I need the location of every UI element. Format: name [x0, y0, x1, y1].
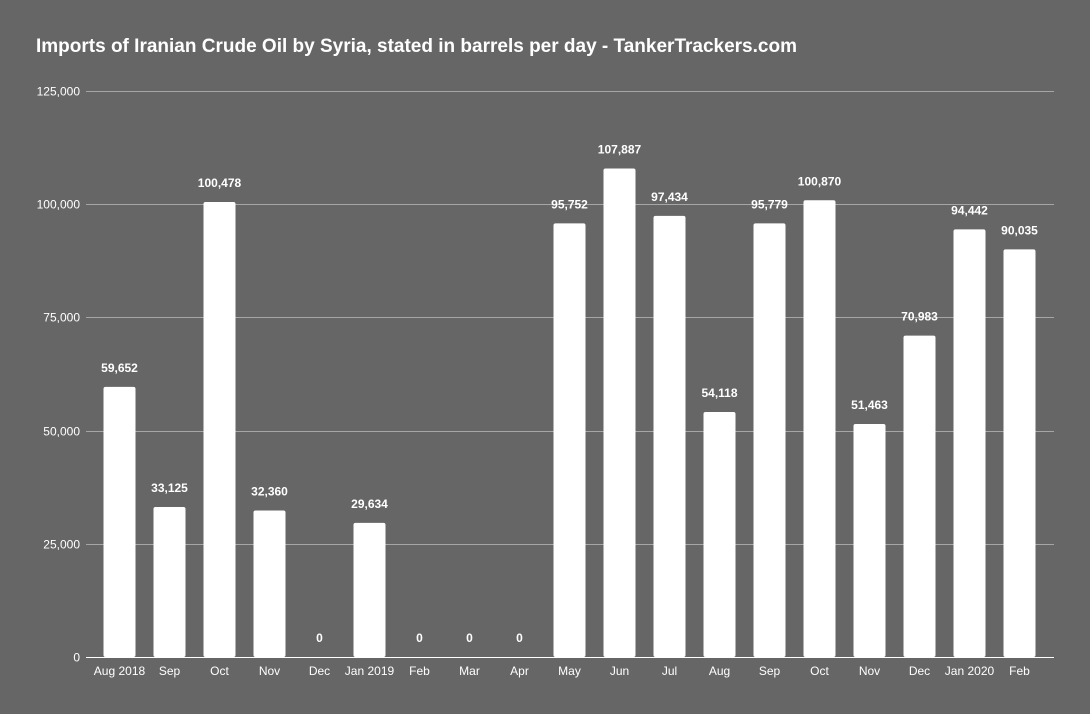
chart-title: Imports of Iranian Crude Oil by Syria, s…	[36, 36, 797, 57]
bar	[103, 386, 136, 657]
data-label: 33,125	[151, 481, 188, 495]
bar	[853, 423, 886, 657]
bar	[553, 223, 586, 657]
y-tick-label: 100,000	[37, 198, 81, 212]
y-tick-label: 125,000	[37, 85, 81, 99]
x-tick-label: Jun	[610, 664, 629, 678]
x-tick-label: Sep	[759, 664, 781, 678]
data-label: 107,887	[598, 142, 642, 156]
x-tick-label: Aug	[709, 664, 730, 678]
data-label: 32,360	[251, 484, 288, 498]
y-tick-label: 0	[73, 651, 80, 665]
data-label: 100,870	[798, 174, 842, 188]
bar	[253, 510, 286, 657]
data-label: 94,442	[951, 203, 988, 217]
data-label: 29,634	[351, 497, 388, 511]
data-label: 70,983	[901, 310, 938, 324]
y-tick-label: 50,000	[43, 425, 80, 439]
bar	[753, 223, 786, 657]
bar	[803, 200, 836, 658]
bar	[953, 229, 986, 657]
data-label: 0	[416, 631, 423, 645]
x-tick-label: Jul	[662, 664, 677, 678]
x-tick-label: Feb	[1009, 664, 1030, 678]
bar	[903, 335, 936, 657]
data-label: 0	[516, 631, 523, 645]
x-tick-label: Jan 2019	[345, 664, 395, 678]
bar	[353, 522, 386, 657]
x-tick-label: Dec	[909, 664, 930, 678]
data-label: 90,035	[1001, 223, 1038, 237]
data-label: 51,463	[851, 398, 888, 412]
y-tick-label: 75,000	[43, 311, 80, 325]
bar	[703, 411, 736, 657]
x-tick-label: Aug 2018	[94, 664, 146, 678]
x-tick-label: Dec	[309, 664, 330, 678]
x-tick-label: Feb	[409, 664, 430, 678]
x-tick-label: Mar	[459, 664, 480, 678]
data-label: 59,652	[101, 361, 138, 375]
x-tick-label: May	[558, 664, 581, 678]
x-tick-label: Nov	[859, 664, 880, 678]
bar	[653, 215, 686, 657]
x-tick-label: Oct	[810, 664, 829, 678]
data-label: 100,478	[198, 176, 242, 190]
x-tick-label: Apr	[510, 664, 529, 678]
data-label: 95,752	[551, 197, 588, 211]
x-tick-label: Nov	[259, 664, 280, 678]
data-label: 54,118	[701, 386, 737, 400]
data-label: 0	[466, 631, 473, 645]
bar	[203, 202, 236, 657]
x-tick-label: Jan 2020	[945, 664, 995, 678]
data-label: 97,434	[651, 190, 688, 204]
x-tick-label: Sep	[159, 664, 181, 678]
bar	[153, 507, 186, 657]
bar	[603, 168, 636, 657]
data-label: 0	[316, 631, 323, 645]
y-tick-label: 25,000	[43, 538, 80, 552]
data-label: 95,779	[751, 197, 788, 211]
bar	[1003, 249, 1036, 657]
x-tick-label: Oct	[210, 664, 229, 678]
